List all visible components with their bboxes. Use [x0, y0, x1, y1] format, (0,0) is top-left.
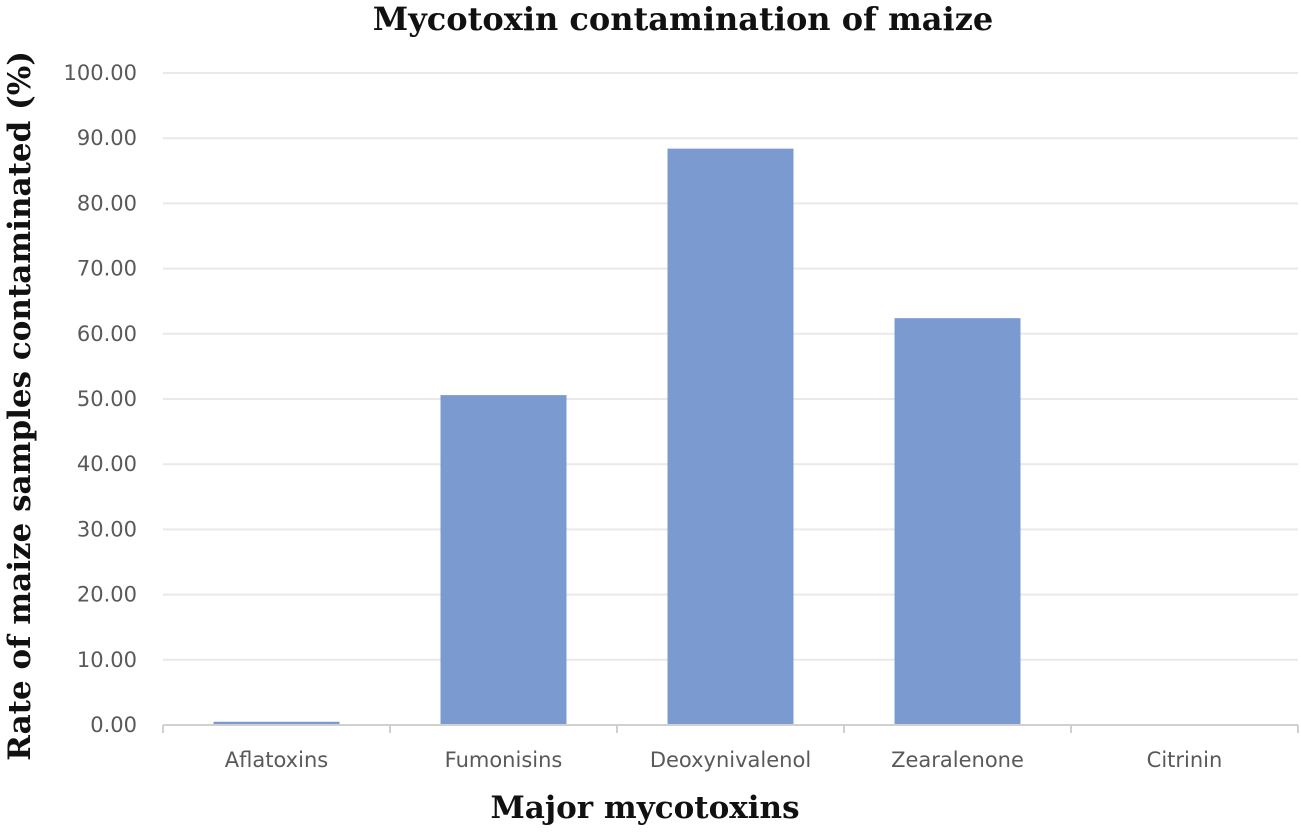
x-tick-label: Aflatoxins: [225, 748, 328, 772]
bar-zearalenone: [894, 318, 1021, 725]
y-tick-label: 20.00: [77, 583, 137, 607]
bar-fumonisins: [440, 395, 567, 725]
bars: [213, 148, 1021, 725]
x-tick-label: Citrinin: [1147, 748, 1223, 772]
y-tick-label: 40.00: [77, 452, 137, 476]
y-tick-label: 100.00: [64, 61, 137, 85]
y-tick-label: 80.00: [77, 191, 137, 215]
x-axis-title: Major mycotoxins: [490, 790, 799, 826]
x-axis: [162, 724, 1299, 733]
x-tick-labels: Aflatoxins Fumonisins Deoxynivalenol Zearal…: [225, 748, 1223, 772]
y-tick-label: 90.00: [77, 126, 137, 150]
bar-aflatoxins: [213, 721, 340, 725]
y-tick-label: 70.00: [77, 257, 137, 281]
chart-title: Mycotoxin contamination of maize: [373, 0, 993, 38]
y-tick-label: 30.00: [77, 517, 137, 541]
y-tick-label: 50.00: [77, 387, 137, 411]
x-tick-label: Zearalenone: [891, 748, 1024, 772]
x-tick-label: Fumonisins: [445, 748, 563, 772]
x-tick-label: Deoxynivalenol: [650, 748, 811, 772]
bar-deoxynivalenol: [667, 148, 794, 725]
y-tick-label: 0.00: [90, 713, 137, 737]
y-tick-label: 60.00: [77, 322, 137, 346]
y-tick-label: 10.00: [77, 648, 137, 672]
y-tick-labels: 0.00 10.00 20.00 30.00 40.00 50.00 60.00 70.00 8…: [64, 61, 137, 737]
y-axis-title: Rate of maize samples contaminated (%): [2, 51, 38, 761]
